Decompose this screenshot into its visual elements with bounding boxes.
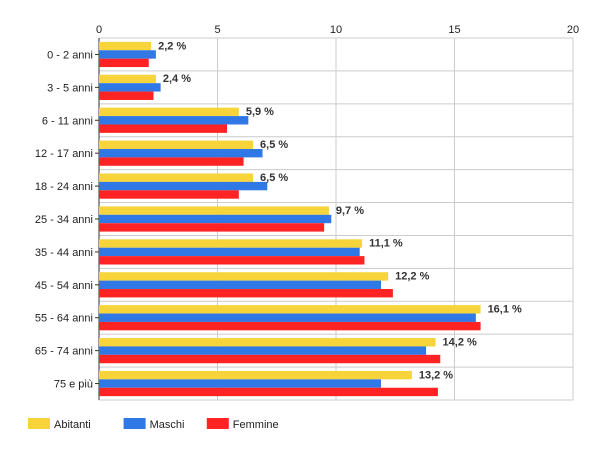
data-label: 9,7 % (336, 205, 364, 217)
category-label: 0 - 2 anni (47, 49, 93, 61)
bar-abitanti (99, 272, 389, 281)
data-label: 6,5 % (260, 139, 288, 151)
bar-maschi (99, 379, 382, 388)
bar-abitanti (99, 239, 363, 248)
bar-femmine (99, 387, 438, 397)
bar-femmine (99, 223, 325, 232)
bar-maschi (99, 280, 382, 290)
category-label: 6 - 11 anni (42, 115, 93, 127)
legend: Abitanti Maschi Femmine (28, 418, 279, 431)
x-tick-label: 10 (330, 24, 342, 36)
category-label: 45 - 54 anni (35, 280, 93, 292)
bar-abitanti (99, 74, 156, 84)
x-tick-label: 20 (567, 24, 579, 36)
data-label: 5,9 % (246, 106, 274, 118)
category-label: 35 - 44 anni (35, 247, 93, 259)
bar-maschi (99, 83, 161, 92)
bar-abitanti (99, 41, 152, 51)
legend-label: Maschi (150, 419, 185, 431)
category-label: 18 - 24 anni (35, 181, 93, 193)
bar-maschi (99, 181, 268, 191)
data-label: 12,2 % (395, 271, 429, 283)
category-label: 25 - 34 anni (35, 214, 93, 226)
data-label: 6,5 % (260, 172, 288, 184)
bars-layer (99, 41, 481, 397)
bar-femmine (99, 157, 244, 166)
legend-swatch-abitanti (28, 418, 50, 429)
bar-maschi (99, 148, 263, 158)
bar-abitanti (99, 107, 239, 117)
bar-femmine (99, 58, 149, 68)
data-label: 13,2 % (419, 369, 453, 381)
category-label: 75 e più (54, 379, 93, 391)
legend-swatch-femmine (206, 418, 229, 429)
bar-maschi (99, 346, 427, 355)
bar-abitanti (99, 305, 481, 314)
x-tick-label: 15 (448, 24, 460, 36)
x-tick-label: 5 (214, 24, 220, 36)
bar-femmine (99, 91, 154, 100)
legend-label: Femmine (233, 419, 279, 431)
bar-maschi (99, 116, 249, 125)
bar-femmine (99, 321, 481, 331)
legend-label: Abitanti (54, 419, 91, 431)
category-label: 3 - 5 anni (47, 82, 93, 94)
category-label: 55 - 64 anni (35, 313, 93, 325)
bar-femmine (99, 289, 393, 298)
data-label: 16,1 % (488, 304, 522, 316)
data-label: 2,2 % (158, 40, 186, 52)
bar-maschi (99, 247, 360, 257)
category-label: 12 - 17 anni (35, 148, 93, 160)
bar-maschi (99, 313, 476, 322)
bar-maschi (99, 50, 156, 59)
x-tick-label: 0 (96, 24, 102, 36)
category-label: 65 - 74 anni (35, 346, 93, 358)
bar-femmine (99, 190, 239, 199)
bar-abitanti (99, 173, 254, 182)
bar-abitanti (99, 206, 329, 215)
bar-maschi (99, 214, 332, 224)
data-label: 11,1 % (369, 238, 403, 250)
data-label: 14,2 % (443, 336, 477, 348)
bar-femmine (99, 124, 227, 133)
legend-swatch-maschi (123, 418, 146, 429)
labels-layer: 0 5 10 15 20 0 - 2 anni 2,2 % 3 - 5 anni 2,4 % 6 … (35, 24, 579, 391)
bar-femmine (99, 256, 365, 265)
bar-abitanti (99, 338, 436, 347)
bar-femmine (99, 354, 441, 364)
bar-abitanti (99, 370, 412, 380)
bar-abitanti (99, 140, 254, 149)
data-label: 2,4 % (163, 73, 191, 85)
